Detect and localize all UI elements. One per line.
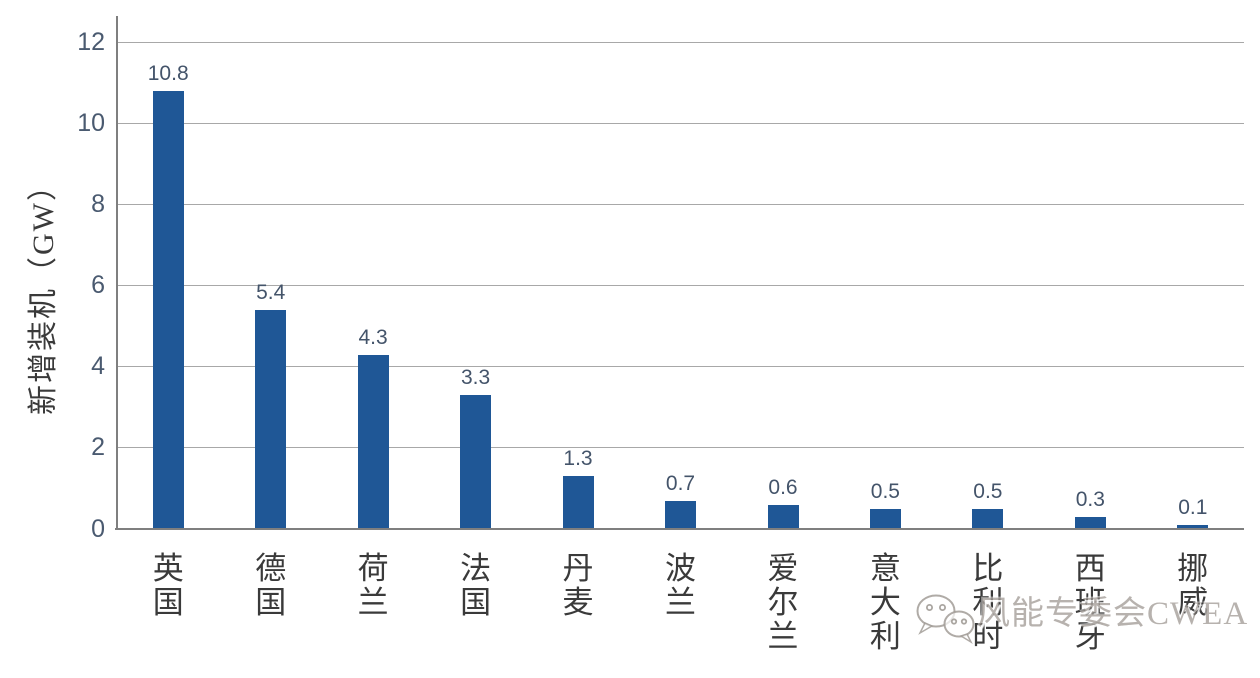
bar-value-label: 0.1: [1178, 495, 1208, 519]
category-char: 尔: [767, 585, 799, 620]
category-char: 荷: [357, 551, 389, 586]
bar-西班牙: [1074, 516, 1106, 529]
bar-波兰: [665, 500, 696, 529]
y-tick-label-12: 12: [77, 27, 105, 56]
bar-value-label: 10.8: [147, 61, 189, 85]
category-char: 兰: [665, 585, 696, 620]
x-category-label: 西班牙: [1060, 552, 1120, 654]
y-tick-label-10: 10: [77, 108, 105, 137]
x-category-label: 英国: [138, 552, 198, 620]
bar-value-label: 0.6: [768, 475, 798, 499]
bar-意大利: [869, 508, 901, 529]
category-char: 法: [460, 551, 492, 586]
watermark-text: 风能专委会CWEA: [977, 596, 1249, 632]
x-category-label: 挪威: [1163, 552, 1223, 620]
x-category-label: 丹麦: [548, 552, 608, 620]
category-char: 英: [152, 551, 184, 586]
watermark: 风能专委会CWEA: [913, 592, 1248, 644]
category-char: 波: [665, 551, 696, 586]
bar-英国: [152, 90, 184, 529]
bar-value-label: 4.3: [358, 325, 388, 349]
y-tick-label-8: 8: [91, 189, 105, 218]
category-char: 德: [255, 551, 287, 586]
bar-丹麦: [562, 476, 594, 529]
x-category-label: 德国: [241, 552, 301, 620]
y-tick-label-6: 6: [91, 271, 105, 299]
bar-value-label: 0.7: [665, 471, 696, 495]
bar-value-label: 3.3: [460, 366, 491, 390]
bar-value-label: 0.5: [973, 479, 1003, 503]
category-char: 威: [1177, 585, 1209, 620]
bar-value-label: 1.3: [563, 447, 593, 471]
category-char: 西: [1074, 551, 1106, 586]
bar-荷兰: [357, 354, 389, 529]
gridline-12: [117, 41, 1244, 43]
category-char: 意: [869, 551, 901, 586]
category-char: 国: [255, 585, 287, 620]
x-category-label: 法国: [446, 552, 506, 620]
wechat-icon: [916, 594, 975, 644]
category-char: 兰: [357, 585, 389, 620]
category-char: 国: [460, 585, 492, 620]
bar-爱尔兰: [767, 504, 799, 529]
y-tick-label-4: 4: [91, 352, 105, 381]
y-tick-label-2: 2: [91, 433, 105, 462]
category-char: 国: [152, 585, 184, 620]
bar-法国: [460, 395, 492, 529]
bar-value-label: 0.5: [870, 479, 900, 503]
bar-比利时: [972, 508, 1004, 529]
gridline-2: [117, 447, 1244, 449]
bar-德国: [255, 309, 287, 529]
gridline-8: [117, 203, 1244, 205]
bar-value-label: 5.4: [256, 280, 286, 304]
category-char: 大: [869, 585, 901, 620]
category-char: 利: [869, 619, 901, 654]
category-char: 比: [972, 551, 1004, 586]
gridline-4: [117, 366, 1244, 368]
category-char: 爱: [767, 551, 799, 586]
bar-value-label: 0.3: [1075, 487, 1105, 511]
category-char: 时: [972, 619, 1004, 654]
category-char: 利: [972, 585, 1004, 620]
category-char: 牙: [1074, 619, 1106, 654]
category-char: 丹: [562, 551, 594, 586]
x-category-label: 意大利: [855, 552, 915, 654]
x-category-label: 荷兰: [343, 552, 403, 620]
x-category-label: 波兰: [651, 552, 711, 620]
category-char: 麦: [562, 585, 594, 620]
x-category-label: 爱尔兰: [753, 552, 813, 654]
bar-挪威: [1177, 524, 1209, 529]
x-category-label: 比利时: [958, 552, 1018, 654]
category-char: 兰: [767, 619, 799, 654]
x-axis-line: [115, 528, 1244, 530]
y-axis-line: [116, 16, 118, 530]
gridline-6: [117, 285, 1244, 286]
category-char: 挪: [1177, 551, 1209, 586]
category-char: 班: [1074, 585, 1106, 620]
gridline-10: [117, 122, 1244, 124]
y-tick-label-0: 0: [91, 514, 105, 543]
